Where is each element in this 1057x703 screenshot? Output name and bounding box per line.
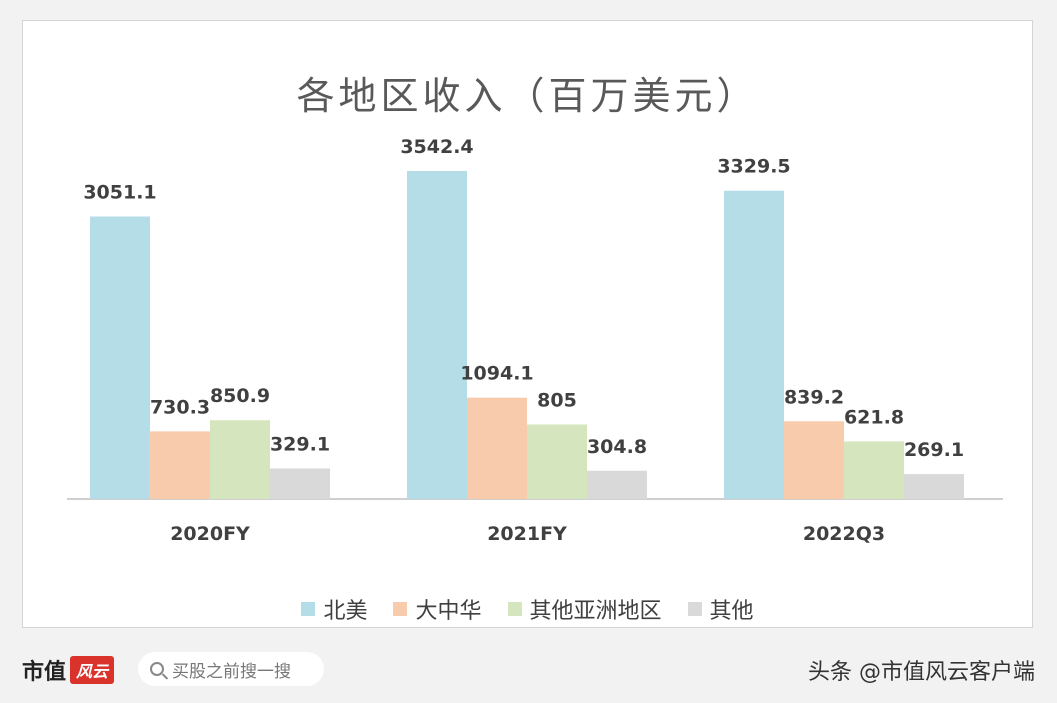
legend-label: 其他 xyxy=(709,599,754,624)
legend-swatch xyxy=(687,602,702,616)
bar xyxy=(467,397,527,499)
data-label: 269.1 xyxy=(904,439,964,461)
data-label: 730.3 xyxy=(150,396,210,418)
data-label: 805 xyxy=(537,389,577,411)
data-label: 3329.5 xyxy=(717,156,790,178)
bar xyxy=(150,431,210,499)
legend-item: 大中华 xyxy=(393,593,482,625)
search-box[interactable]: 买股之前搜一搜 xyxy=(138,652,324,686)
bar xyxy=(527,424,587,499)
footer-bar: 市值 风云 买股之前搜一搜 头条 @市值风云客户端 xyxy=(0,638,1057,703)
brand-text: 市值 xyxy=(22,659,67,685)
search-placeholder: 买股之前搜一搜 xyxy=(172,661,291,682)
legend-label: 大中华 xyxy=(415,599,482,624)
data-label: 3542.4 xyxy=(400,136,473,158)
legend-label: 北美 xyxy=(323,599,368,624)
search-icon xyxy=(150,662,164,676)
brand-logo[interactable]: 市值 风云 xyxy=(22,654,115,686)
bar xyxy=(407,171,467,499)
x-tick-label: 2021FY xyxy=(487,523,567,545)
x-tick-label: 2022Q3 xyxy=(803,523,885,545)
data-label: 329.1 xyxy=(270,434,330,456)
data-label: 1094.1 xyxy=(460,363,533,385)
data-label: 304.8 xyxy=(587,436,647,458)
bar xyxy=(270,468,330,499)
legend-swatch xyxy=(301,602,316,616)
brand-mark: 风云 xyxy=(70,656,115,684)
bar xyxy=(587,470,647,499)
data-label: 621.8 xyxy=(844,406,904,428)
legend-item: 北美 xyxy=(301,593,367,625)
bar xyxy=(210,420,270,499)
bar xyxy=(784,421,844,499)
data-label: 839.2 xyxy=(784,386,844,408)
bar xyxy=(724,190,784,500)
chart-legend: 北美 大中华 其他亚洲地区 其他 xyxy=(23,593,1032,625)
bar xyxy=(90,216,150,500)
source-attribution: 头条 @市值风云客户端 xyxy=(808,660,1035,685)
legend-label: 其他亚洲地区 xyxy=(529,599,662,624)
bar-chart: 3051.1730.3850.9329.12020FY3542.41094.18… xyxy=(67,136,1003,545)
chart-title: 各地区收入（百万美元） xyxy=(296,74,759,118)
data-label: 850.9 xyxy=(210,385,270,407)
data-label: 3051.1 xyxy=(83,181,156,203)
legend-item: 其他 xyxy=(687,593,754,625)
legend-swatch xyxy=(393,602,408,616)
bar xyxy=(844,441,904,499)
x-tick-label: 2020FY xyxy=(170,523,250,545)
bar xyxy=(904,474,964,499)
legend-swatch xyxy=(507,602,522,616)
legend-item: 其他亚洲地区 xyxy=(507,593,662,625)
chart-card: 各地区收入（百万美元） 3051.1 730.3 850.9 329.1 2020FY 3… xyxy=(22,20,1033,628)
